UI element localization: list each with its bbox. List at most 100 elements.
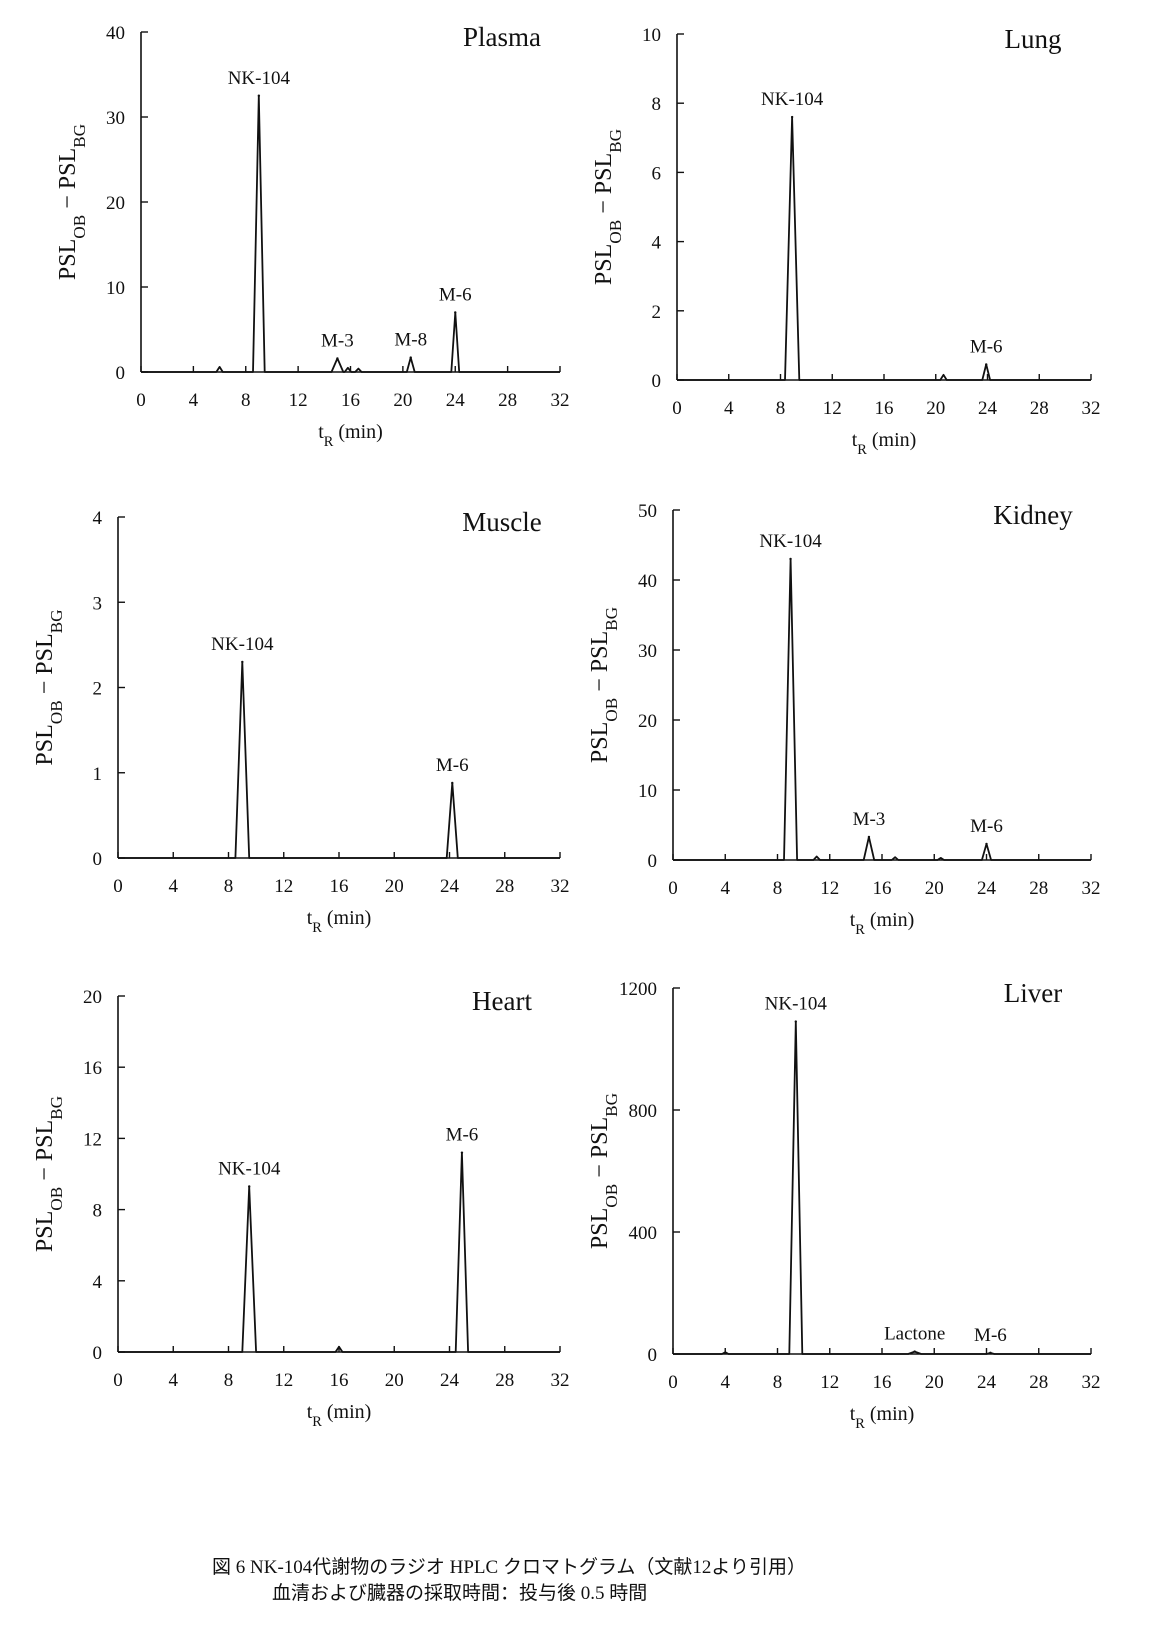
y-axis-label: PSLOB − PSLBG (32, 609, 66, 765)
x-tick-label: 0 (672, 398, 682, 419)
y-tick-label: 20 (106, 193, 125, 214)
peak-label: NK-104 (761, 89, 824, 110)
peak-label: NK-104 (211, 634, 274, 655)
y-tick-label: 10 (106, 278, 125, 299)
chart-title: Kidney (993, 500, 1073, 530)
peak-point (985, 363, 988, 366)
peak-point (454, 311, 457, 314)
peak-label: M-3 (321, 330, 354, 351)
peak-point (248, 1185, 251, 1188)
chromatogram-trace (118, 1151, 560, 1353)
x-tick-label: 16 (341, 390, 360, 411)
x-tick-label: 4 (189, 390, 199, 411)
x-tick-label: 24 (440, 1370, 460, 1391)
y-tick-label: 0 (648, 851, 658, 872)
peak-point (336, 357, 339, 360)
peak-label: M-6 (439, 285, 472, 306)
x-tick-label: 8 (773, 878, 783, 899)
caption-line-1: 図 6 NK-104代謝物のラジオ HPLC クロマトグラム（文献12より引用） (212, 1557, 807, 1578)
y-tick-label: 2 (652, 302, 662, 323)
peak-point (989, 1351, 992, 1354)
x-tick-label: 8 (224, 876, 234, 897)
peak-point (867, 835, 871, 839)
y-tick-label: 4 (652, 233, 662, 254)
x-tick-label: 16 (873, 878, 892, 899)
chromatogram-trace (677, 116, 1091, 381)
x-tick-label: 24 (978, 398, 998, 419)
y-axis-label: PSLOB − PSLBG (587, 1093, 621, 1249)
x-tick-label: 0 (668, 878, 678, 899)
figure-caption: 図 6 NK-104代謝物のラジオ HPLC クロマトグラム（文献12より引用）… (212, 1555, 806, 1607)
y-axis-label: PSLOB − PSLBG (587, 607, 621, 763)
x-tick-label: 8 (776, 398, 786, 419)
y-tick-label: 0 (116, 363, 126, 384)
y-tick-label: 40 (106, 23, 125, 44)
y-tick-label: 20 (83, 987, 102, 1008)
chart-panel-kidney: 0 10 20 30 40 50 0 4 8 12 16 20 24 28 32 Kidney PSLOB − … (587, 500, 1101, 938)
x-axis-label: tR (min) (850, 909, 915, 938)
y-tick-label: 1 (93, 764, 103, 785)
chromatogram-trace (673, 1020, 1091, 1355)
caption-line-2: 血清および臓器の採取時間：投与後 0.5 時間 (272, 1583, 648, 1604)
y-tick-label: 30 (638, 641, 657, 662)
peak-label: NK-104 (218, 1158, 281, 1179)
x-tick-label: 12 (823, 398, 842, 419)
x-tick-label: 24 (977, 878, 997, 899)
x-tick-label: 8 (224, 1370, 234, 1391)
y-tick-label: 1200 (619, 979, 657, 1000)
x-tick-label: 28 (1029, 878, 1048, 899)
x-tick-label: 16 (330, 876, 349, 897)
chart-title: Heart (472, 986, 532, 1016)
peak-point (451, 781, 454, 785)
peak-point (257, 94, 261, 97)
y-tick-label: 6 (652, 163, 662, 184)
y-tick-label: 50 (638, 501, 657, 522)
x-tick-label: 4 (724, 398, 734, 419)
chart-title: Muscle (462, 507, 542, 537)
x-tick-label: 32 (551, 390, 570, 411)
x-tick-label: 20 (393, 390, 412, 411)
peak-point (985, 842, 988, 846)
y-tick-label: 3 (93, 593, 103, 614)
y-tick-label: 8 (93, 1201, 103, 1222)
peak-label: M-6 (974, 1325, 1007, 1346)
chromatogram-trace (141, 94, 560, 373)
chromatogram-trace (118, 661, 560, 859)
y-tick-label: 4 (93, 1272, 103, 1293)
y-tick-label: 4 (93, 508, 103, 529)
y-tick-label: 12 (83, 1129, 102, 1150)
x-tick-label: 4 (169, 1370, 179, 1391)
x-tick-label: 32 (551, 1370, 570, 1391)
chart-panel-liver: 0 400 800 1200 0 4 8 12 16 20 24 28 32 Liver PSLOB − P… (587, 978, 1101, 1432)
peak-label: M-6 (970, 336, 1003, 357)
y-tick-label: 40 (638, 571, 657, 592)
peak-point (790, 115, 794, 119)
x-tick-label: 12 (820, 878, 839, 899)
x-tick-label: 20 (925, 1372, 944, 1393)
x-axis-label: tR (min) (850, 1403, 915, 1432)
y-tick-label: 800 (629, 1101, 658, 1122)
y-axis-label: PSLOB − PSLBG (55, 124, 89, 280)
x-tick-label: 32 (1082, 1372, 1101, 1393)
x-tick-label: 4 (721, 1372, 731, 1393)
x-tick-label: 12 (274, 1370, 293, 1391)
y-axis-label: PSLOB − PSLBG (591, 129, 625, 285)
peak-point (794, 1020, 797, 1023)
y-tick-label: 0 (93, 1343, 103, 1364)
y-tick-label: 2 (93, 679, 103, 700)
x-tick-label: 0 (113, 876, 123, 897)
y-tick-label: 10 (638, 781, 657, 802)
x-tick-label: 28 (495, 1370, 514, 1391)
x-axis-label: tR (min) (307, 1401, 372, 1430)
y-tick-label: 0 (652, 371, 662, 392)
chart-panel-heart: 0 4 8 12 16 20 0 4 8 12 16 20 24 28 32 Heart PSLOB − PSL… (32, 986, 570, 1430)
y-tick-label: 10 (642, 25, 661, 46)
x-tick-label: 28 (1030, 398, 1049, 419)
x-tick-label: 8 (773, 1372, 783, 1393)
chart-panel-plasma: 0 10 20 30 40 0 4 8 12 16 20 24 28 32 Plasma PSLOB − PS… (55, 22, 570, 450)
y-tick-label: 8 (652, 94, 662, 115)
chart-title: Lung (1005, 24, 1062, 54)
